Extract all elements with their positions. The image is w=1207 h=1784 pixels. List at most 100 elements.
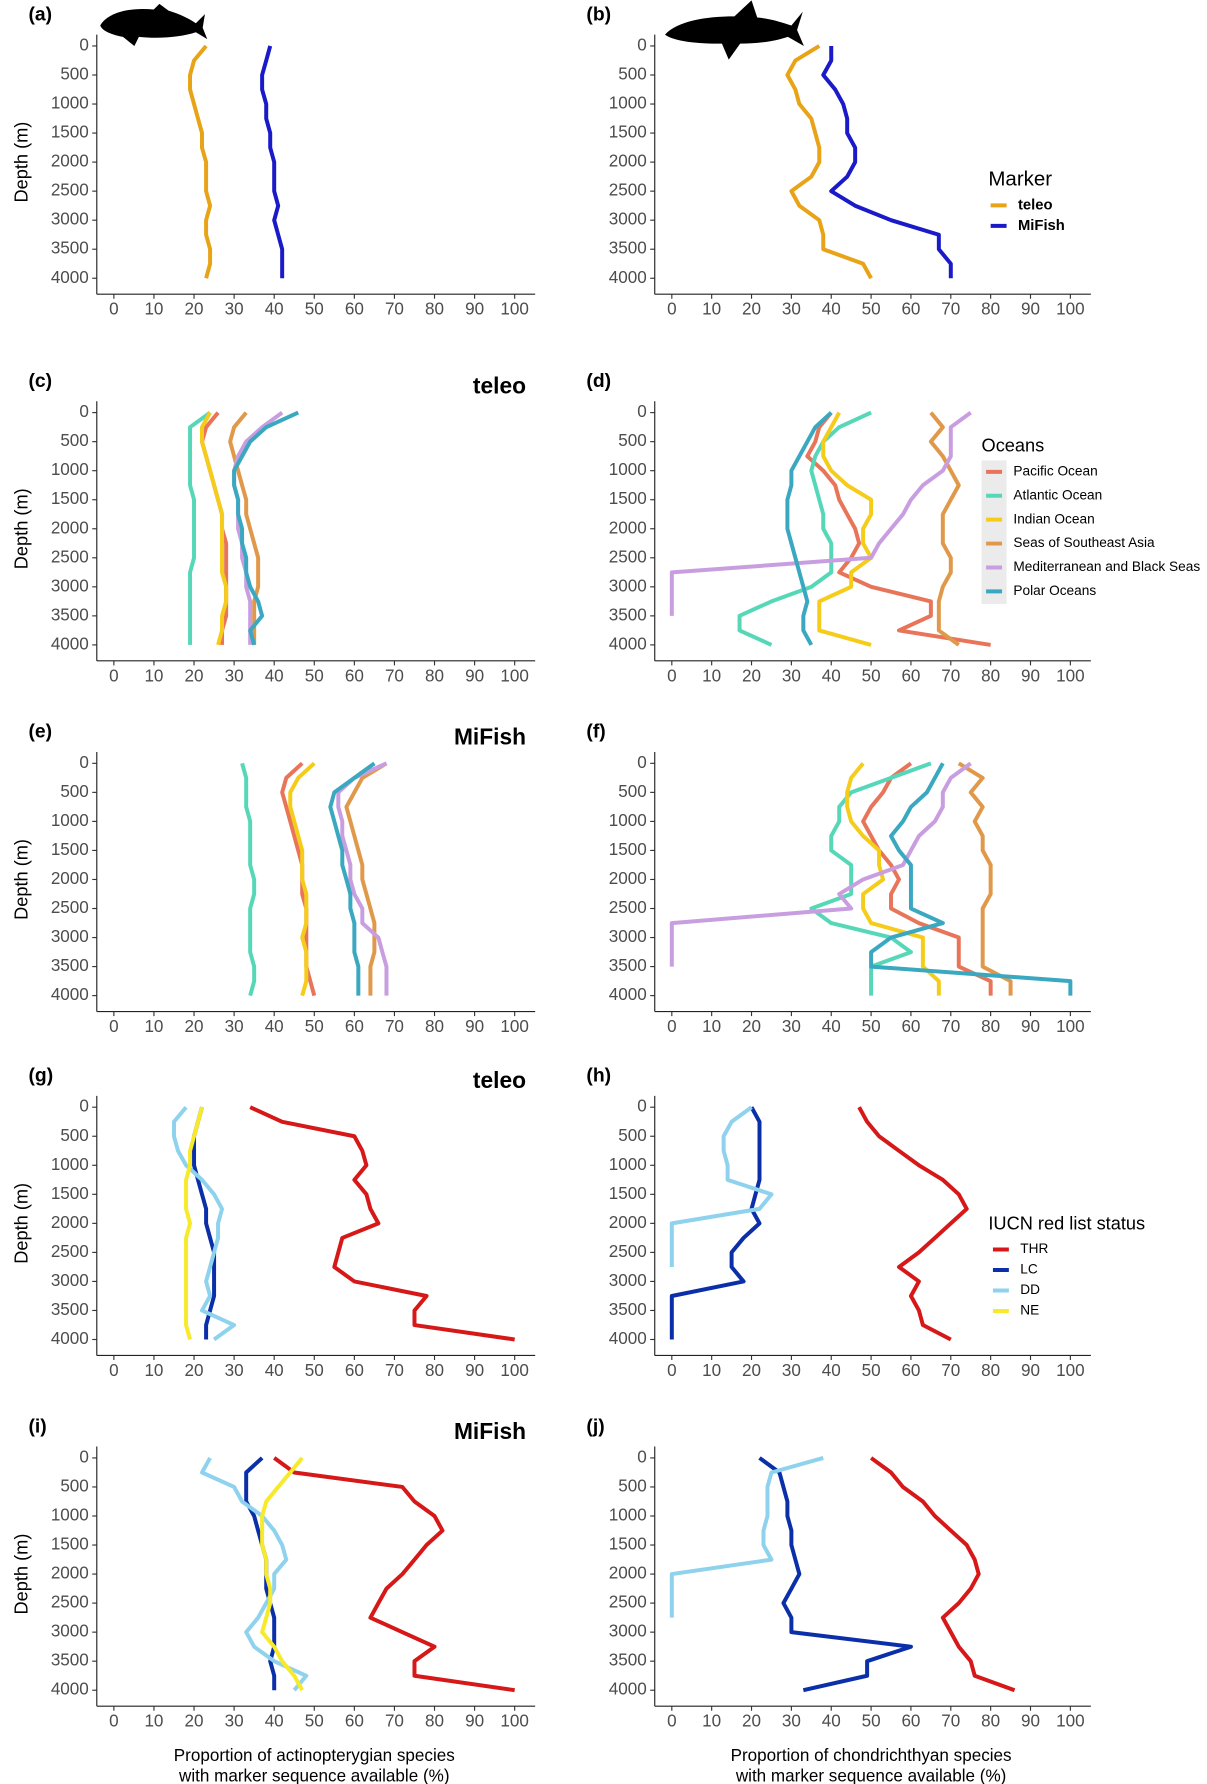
y-tick-label: 1000: [51, 1506, 89, 1525]
x-tick-label: 10: [702, 300, 721, 319]
y-tick-label: 0: [637, 1447, 647, 1466]
y-tick-label: 2500: [51, 181, 89, 200]
x-tick-label: 10: [144, 1017, 163, 1036]
x-tick-label: 60: [901, 300, 920, 319]
y-tick-label: 3500: [609, 956, 647, 975]
series-line: [232, 410, 300, 646]
shark-silhouette: [664, 0, 804, 60]
y-tick-label: 500: [618, 431, 647, 450]
y-tick-label: 1500: [51, 1184, 89, 1203]
x-tick-label: 50: [862, 1712, 881, 1731]
x-axis-label: with marker sequence available (%): [178, 1766, 450, 1784]
x-tick-label: 70: [941, 666, 960, 685]
series-line: [228, 411, 261, 645]
y-tick-label: 0: [79, 753, 89, 772]
series-line: [785, 411, 833, 646]
y-tick-label: 2000: [609, 518, 647, 537]
x-tick-label: 40: [822, 1361, 841, 1380]
x-tick-label: 70: [385, 1017, 404, 1036]
y-tick-label: 3000: [609, 1622, 647, 1641]
x-tick-label: 40: [822, 300, 841, 319]
y-tick-label: 3500: [51, 1651, 89, 1670]
x-tick-label: 100: [500, 300, 529, 319]
x-tick-label: 100: [500, 666, 529, 685]
legend-label: Seas of Southeast Asia: [1013, 535, 1155, 550]
legend-title: Oceans: [982, 436, 1045, 456]
x-tick-label: 0: [667, 1017, 677, 1036]
y-tick-label: 1000: [51, 1155, 89, 1174]
x-tick-label: 80: [425, 1361, 444, 1380]
x-tick-label: 50: [305, 300, 324, 319]
legend-label: Atlantic Ocean: [1013, 487, 1102, 502]
x-tick-label: 0: [667, 300, 677, 319]
y-tick-label: 4000: [609, 1329, 647, 1348]
y-tick-label: 500: [618, 1476, 647, 1495]
y-tick-label: 2500: [609, 1242, 647, 1261]
x-tick-label: 40: [265, 666, 284, 685]
y-tick-label: 3500: [609, 1300, 647, 1319]
y-axis-label: Depth (m): [12, 122, 32, 203]
y-axis-label: Depth (m): [12, 488, 32, 569]
y-tick-label: 3500: [609, 605, 647, 624]
x-tick-label: 80: [981, 1361, 1000, 1380]
series-line: [200, 1456, 309, 1692]
x-tick-label: 30: [225, 666, 244, 685]
y-tick-label: 3500: [51, 1300, 89, 1319]
y-tick-label: 500: [60, 782, 88, 801]
y-tick-label: 3500: [609, 239, 647, 258]
x-tick-label: 30: [782, 1361, 801, 1380]
x-tick-label: 90: [465, 1017, 484, 1036]
series-line: [240, 762, 257, 997]
x-tick-label: 0: [109, 1712, 119, 1731]
series-line: [805, 411, 991, 647]
series-line: [171, 1105, 237, 1342]
x-tick-label: 80: [981, 1712, 1000, 1731]
panel-title: MiFish: [454, 723, 526, 749]
x-tick-label: 20: [185, 300, 204, 319]
panel-title: teleo: [473, 373, 526, 399]
y-tick-label: 2500: [51, 1593, 89, 1612]
series-line: [669, 1456, 824, 1618]
series-line: [184, 1106, 204, 1341]
series-line: [336, 761, 389, 996]
x-tick-label: 70: [385, 300, 404, 319]
y-tick-label: 4000: [609, 985, 647, 1004]
x-tick-label: 50: [862, 666, 881, 685]
panel-title: MiFish: [454, 1418, 526, 1444]
series-line: [232, 411, 284, 645]
x-tick-label: 0: [109, 1361, 119, 1380]
series-line: [344, 761, 388, 996]
y-tick-label: 4000: [609, 1680, 647, 1699]
y-tick-label: 500: [618, 1126, 647, 1145]
y-tick-label: 0: [79, 35, 89, 54]
panel-label: (b): [586, 3, 611, 25]
x-tick-label: 50: [305, 1361, 324, 1380]
series-line: [817, 411, 874, 647]
y-tick-label: 3000: [609, 576, 647, 595]
y-tick-label: 2000: [609, 1564, 647, 1583]
y-tick-label: 2000: [609, 869, 647, 888]
series-line: [280, 761, 317, 997]
y-tick-label: 0: [637, 35, 647, 54]
y-tick-label: 0: [79, 1097, 89, 1116]
x-tick-label: 10: [144, 1361, 163, 1380]
series-line: [328, 761, 376, 996]
y-tick-label: 2500: [609, 1593, 647, 1612]
y-tick-label: 2000: [51, 1213, 89, 1232]
x-tick-label: 30: [225, 1712, 244, 1731]
x-tick-label: 20: [742, 300, 761, 319]
y-tick-label: 3000: [51, 210, 89, 229]
panel-label: (d): [586, 370, 611, 392]
x-tick-label: 30: [225, 300, 244, 319]
series-line: [200, 411, 229, 646]
x-tick-label: 70: [941, 1712, 960, 1731]
x-tick-label: 80: [981, 300, 1000, 319]
series-line: [288, 761, 316, 997]
x-tick-label: 80: [425, 1712, 444, 1731]
x-tick-label: 90: [1021, 1017, 1040, 1036]
x-tick-label: 90: [1021, 300, 1040, 319]
y-tick-label: 1000: [51, 94, 89, 113]
x-tick-label: 100: [1056, 1361, 1085, 1380]
y-tick-label: 4000: [609, 268, 647, 287]
x-tick-label: 20: [742, 1712, 761, 1731]
